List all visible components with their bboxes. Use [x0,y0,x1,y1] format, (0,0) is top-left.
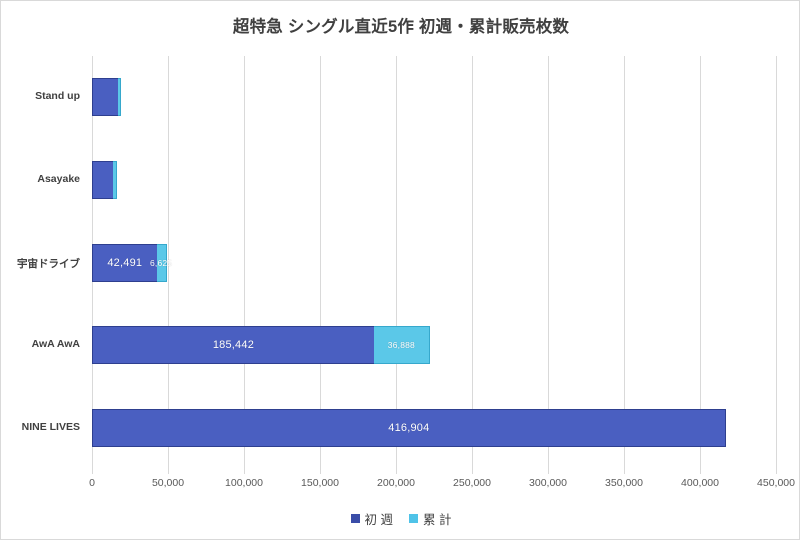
x-tick-label: 0 [89,477,95,489]
tick-mark [320,469,321,474]
x-tick-label: 300,000 [529,477,567,489]
gridline [320,56,321,469]
y-axis-category-label: 宇宙ドライブ [17,257,80,270]
legend-entry[interactable]: 初 週 [350,509,393,528]
legend-swatch [350,514,360,523]
legend-label: 初 週 [364,513,393,527]
bar-segment[interactable]: 6,625 [150,243,172,282]
bar-row[interactable]: 416,904 [92,408,726,447]
bar-value-label: 6,625 [149,257,173,268]
x-tick-label: 400,000 [681,477,719,489]
y-axis-category-label: Asayake [37,172,80,185]
bar-value-label: 185,442 [212,339,255,352]
bar-value-label: 416,904 [388,421,430,434]
gridline [776,56,777,469]
bar-segment[interactable] [113,160,118,199]
x-tick-label: 150,000 [301,477,339,489]
bar-segment[interactable]: 416,904 [92,408,726,447]
tick-mark [244,469,245,474]
bar-row[interactable] [92,78,121,117]
legend-entry[interactable]: 累 計 [409,509,451,528]
x-tick-label: 50,000 [151,477,185,489]
gridline [624,56,625,469]
gridline [396,56,397,469]
bar-row[interactable]: 185,442 36,888 [92,326,430,365]
tick-mark [700,469,701,474]
gridline [548,56,549,469]
x-tick-label: 350,000 [605,477,643,489]
bar-value-label: 42,491 [107,256,143,269]
bar-segment[interactable]: 185,442 [92,326,374,365]
bar-segment[interactable]: 42,491 [92,243,157,282]
tick-mark [396,469,397,474]
x-tick-label: 100,000 [225,477,263,489]
x-tick-label: 450,000 [757,477,795,489]
chart-title: 超特急 シングル直近5作 初週・累計販売枚数 [232,18,570,36]
bar-segment[interactable]: 36,888 [373,326,430,365]
tick-mark [472,469,473,474]
gridline [472,56,473,469]
chart-legend: 初 週累 計 [1,509,799,528]
tick-mark [776,469,777,474]
gridline [244,56,245,469]
bar-segment[interactable] [92,160,114,199]
tick-mark [624,469,625,474]
plot-area: 0 50,000 100,000 150,000 200,000 250,000 300,0… [17,56,795,489]
x-tick-label: 200,000 [377,477,415,489]
bar-value-label: 36,888 [387,340,415,351]
gridline [700,56,701,469]
bar-segment[interactable] [117,78,121,117]
legend-label: 累 計 [423,513,452,527]
tick-mark [92,469,93,474]
y-axis-category-label: AwA AwA [31,338,80,351]
bar-segment[interactable] [92,78,118,117]
tick-mark [168,469,169,474]
bar-row[interactable]: 42,491 6,625 [92,243,172,282]
legend-swatch [409,514,418,523]
tick-mark [548,469,549,474]
bar-row[interactable] [92,160,118,199]
gridline [168,56,169,469]
y-axis-category-label: NINE LIVES [21,420,80,433]
x-tick-label: 250,000 [453,477,491,489]
y-axis-category-label: Stand up [35,90,80,103]
